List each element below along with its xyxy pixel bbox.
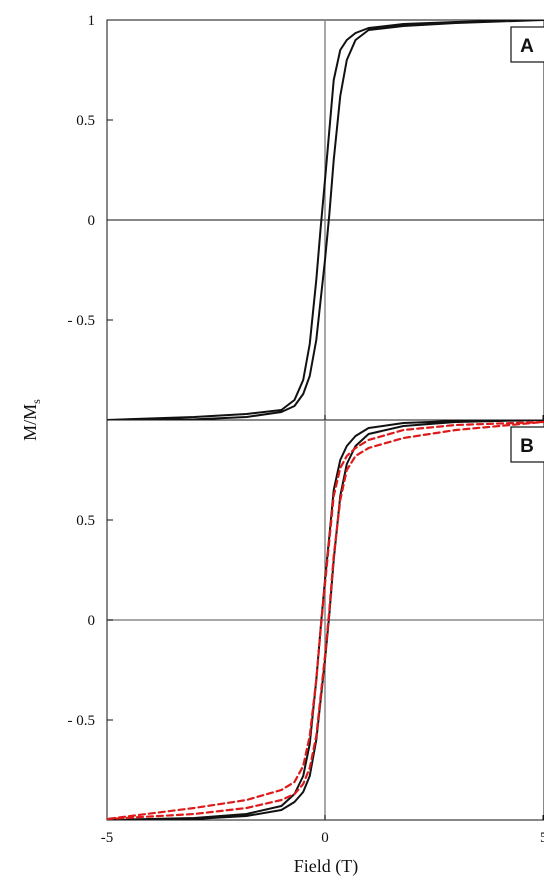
hysteresis-loop-solid xyxy=(107,420,544,820)
y-tick-label: 0 xyxy=(88,613,96,629)
x-axis-title: Field (T) xyxy=(294,856,359,877)
y-tick-label: - 0.5 xyxy=(68,713,96,729)
y-axis-title-main: M/M xyxy=(20,404,40,441)
panel-b: 0.5 0 - 0.5 -5 0 5 B xyxy=(68,419,544,846)
y-tick-label: 0.5 xyxy=(76,113,95,129)
panel-a-label-text: A xyxy=(520,36,534,57)
panel-a-label: A xyxy=(510,26,544,63)
y-axis-title: M/Ms xyxy=(20,399,43,441)
panel-a-y-ticks: 1 0.5 0 - 0.5 xyxy=(68,13,544,420)
panel-b-label: B xyxy=(510,426,544,463)
panel-b-label-text: B xyxy=(520,436,534,457)
y-tick-label: 0.5 xyxy=(76,513,95,529)
x-tick-label: 0 xyxy=(321,830,329,846)
hysteresis-loop-dashed xyxy=(107,420,544,820)
panel-a-series xyxy=(107,20,544,420)
panel-b-x-ticks: -5 0 5 xyxy=(101,815,544,846)
x-tick-label: 5 xyxy=(540,830,544,846)
hysteresis-loop-solid xyxy=(107,20,544,420)
y-tick-label: 0 xyxy=(88,213,96,229)
y-axis-title-subscript: s xyxy=(29,399,43,404)
y-tick-label: - 0.5 xyxy=(68,313,96,329)
panel-b-y-ticks: 0.5 0 - 0.5 xyxy=(68,513,113,729)
panel-a: 1 0.5 0 - 0.5 A xyxy=(68,13,544,421)
y-tick-label: 1 xyxy=(88,13,96,29)
x-tick-label: -5 xyxy=(101,830,114,846)
panel-b-series xyxy=(107,420,544,820)
